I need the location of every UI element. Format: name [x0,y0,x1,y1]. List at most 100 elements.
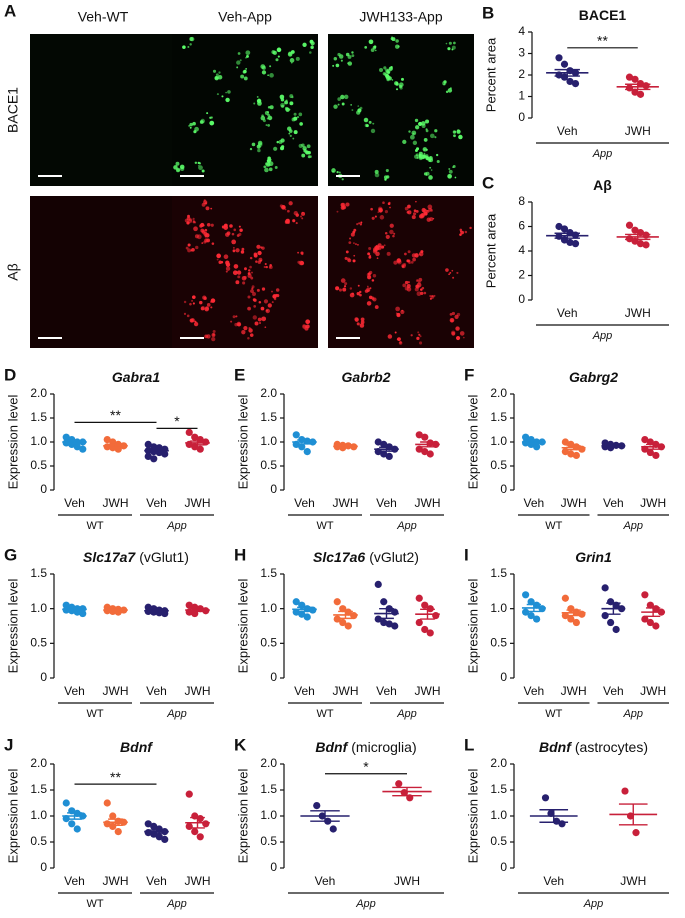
fluorescence-spot [203,199,206,202]
fluorescence-spot [256,144,261,149]
y-tick-label: 2.0 [30,756,47,770]
fluorescence-spot [257,101,262,106]
data-point [103,436,111,444]
group-label: App [396,708,417,720]
fluorescence-spot [383,244,386,247]
fluorescence-spot [187,222,190,225]
fluorescence-spot [199,300,203,305]
fluorescence-spot [450,319,454,323]
fluorescence-spot [381,245,385,249]
fluorescence-spot [235,315,238,318]
fluorescence-spot [340,59,343,62]
fluorescence-spot [406,283,411,288]
fluorescence-spot [366,272,371,277]
fluorescence-spot [245,67,248,70]
panel-letter: L [464,735,474,754]
sem-bar [625,233,651,241]
fluorescence-spot [248,328,253,333]
fluorescence-spot [464,230,468,234]
data-point [636,240,645,248]
x-tick-label: JWH [620,874,646,888]
fluorescence-spot [414,118,419,123]
y-tick-label: 1.0 [30,808,47,822]
fluorescence-spot [256,96,259,98]
data-point [631,75,639,83]
fluorescence-spot [462,336,465,339]
fluorescence-spot [226,231,231,236]
y-tick-label: 0 [500,482,507,496]
data-point [527,598,535,606]
fluorescence-spot [341,102,345,106]
fluorescence-spot [386,69,390,74]
fluorescence-spot [211,336,216,342]
data-point [144,820,152,828]
sem-bar [190,816,205,829]
fluorescence-spot [417,331,420,334]
significance-label: * [174,413,180,429]
fluorescence-spot [338,54,344,59]
fluorescence-spot [413,209,417,213]
sem-bar [392,786,422,797]
fluorescence-spot [356,110,361,115]
fluorescence-spot [236,234,240,237]
fluorescence-spot [430,295,435,299]
y-tick-label: 0 [518,110,525,124]
fluorescence-spot [379,68,384,73]
fluorescence-spot [367,252,371,256]
fluorescence-spot [383,175,388,180]
y-tick-label: 0.5 [30,458,47,472]
fluorescence-spot [448,41,452,45]
fluorescence-spot [232,249,236,253]
fluorescence-spot [175,161,180,166]
fluorescence-spot [416,291,422,297]
fluorescence-spot [263,165,267,169]
fluorescence-spot [233,264,239,269]
fluorescence-spot [221,95,224,98]
y-tick-label: 0.5 [260,458,277,472]
fluorescence-spot [187,243,191,247]
fluorescence-spot [436,159,440,164]
fluorescence-spot [257,140,263,146]
fluorescence-spot [237,275,241,279]
fluorescence-spot [348,241,352,245]
fluorescence-spot [269,105,274,110]
fluorescence-spot [258,300,262,304]
chart-title: Gabrb2 [341,369,390,385]
y-tick-label: 1.5 [260,566,277,580]
y-tick-label: 1.0 [260,434,277,448]
fluorescence-spot [372,297,377,302]
fluorescence-spot [399,86,403,90]
data-point [632,829,640,837]
fluorescence-spot [451,48,454,51]
data-point [541,794,550,802]
data-point [607,618,615,627]
x-tick-label: Veh [557,306,578,320]
fluorescence-spot [241,275,247,281]
fluorescence-spot [192,220,196,224]
fluorescence-spot [421,121,426,126]
fluorescence-spot [187,45,190,48]
sem-bar [297,606,312,613]
title-main: Slc17a6 [313,549,365,565]
fluorescence-spot [447,88,453,93]
data-point [522,433,530,441]
title-main: Grin1 [575,549,612,565]
y-axis-label: Expression level [5,395,20,490]
y-tick-label: 1.0 [490,601,507,615]
fluorescence-spot [194,161,198,165]
data-point [196,815,204,823]
fluorescence-spot [418,277,423,282]
fluorescence-spot [267,115,273,121]
fluorescence-spot [275,288,280,292]
y-tick-label: 0 [40,670,47,684]
data-point [561,594,569,602]
fluorescence-spot [210,300,213,303]
fluorescence-spot [267,303,272,308]
title-main: Aβ [593,177,612,193]
fluorescence-spot [216,258,219,261]
sem-bar [108,608,123,612]
fluorescence-spot [429,133,435,139]
micrograph [30,196,176,348]
fluorescence-spot [385,168,389,173]
fluorescence-spot [456,271,459,275]
